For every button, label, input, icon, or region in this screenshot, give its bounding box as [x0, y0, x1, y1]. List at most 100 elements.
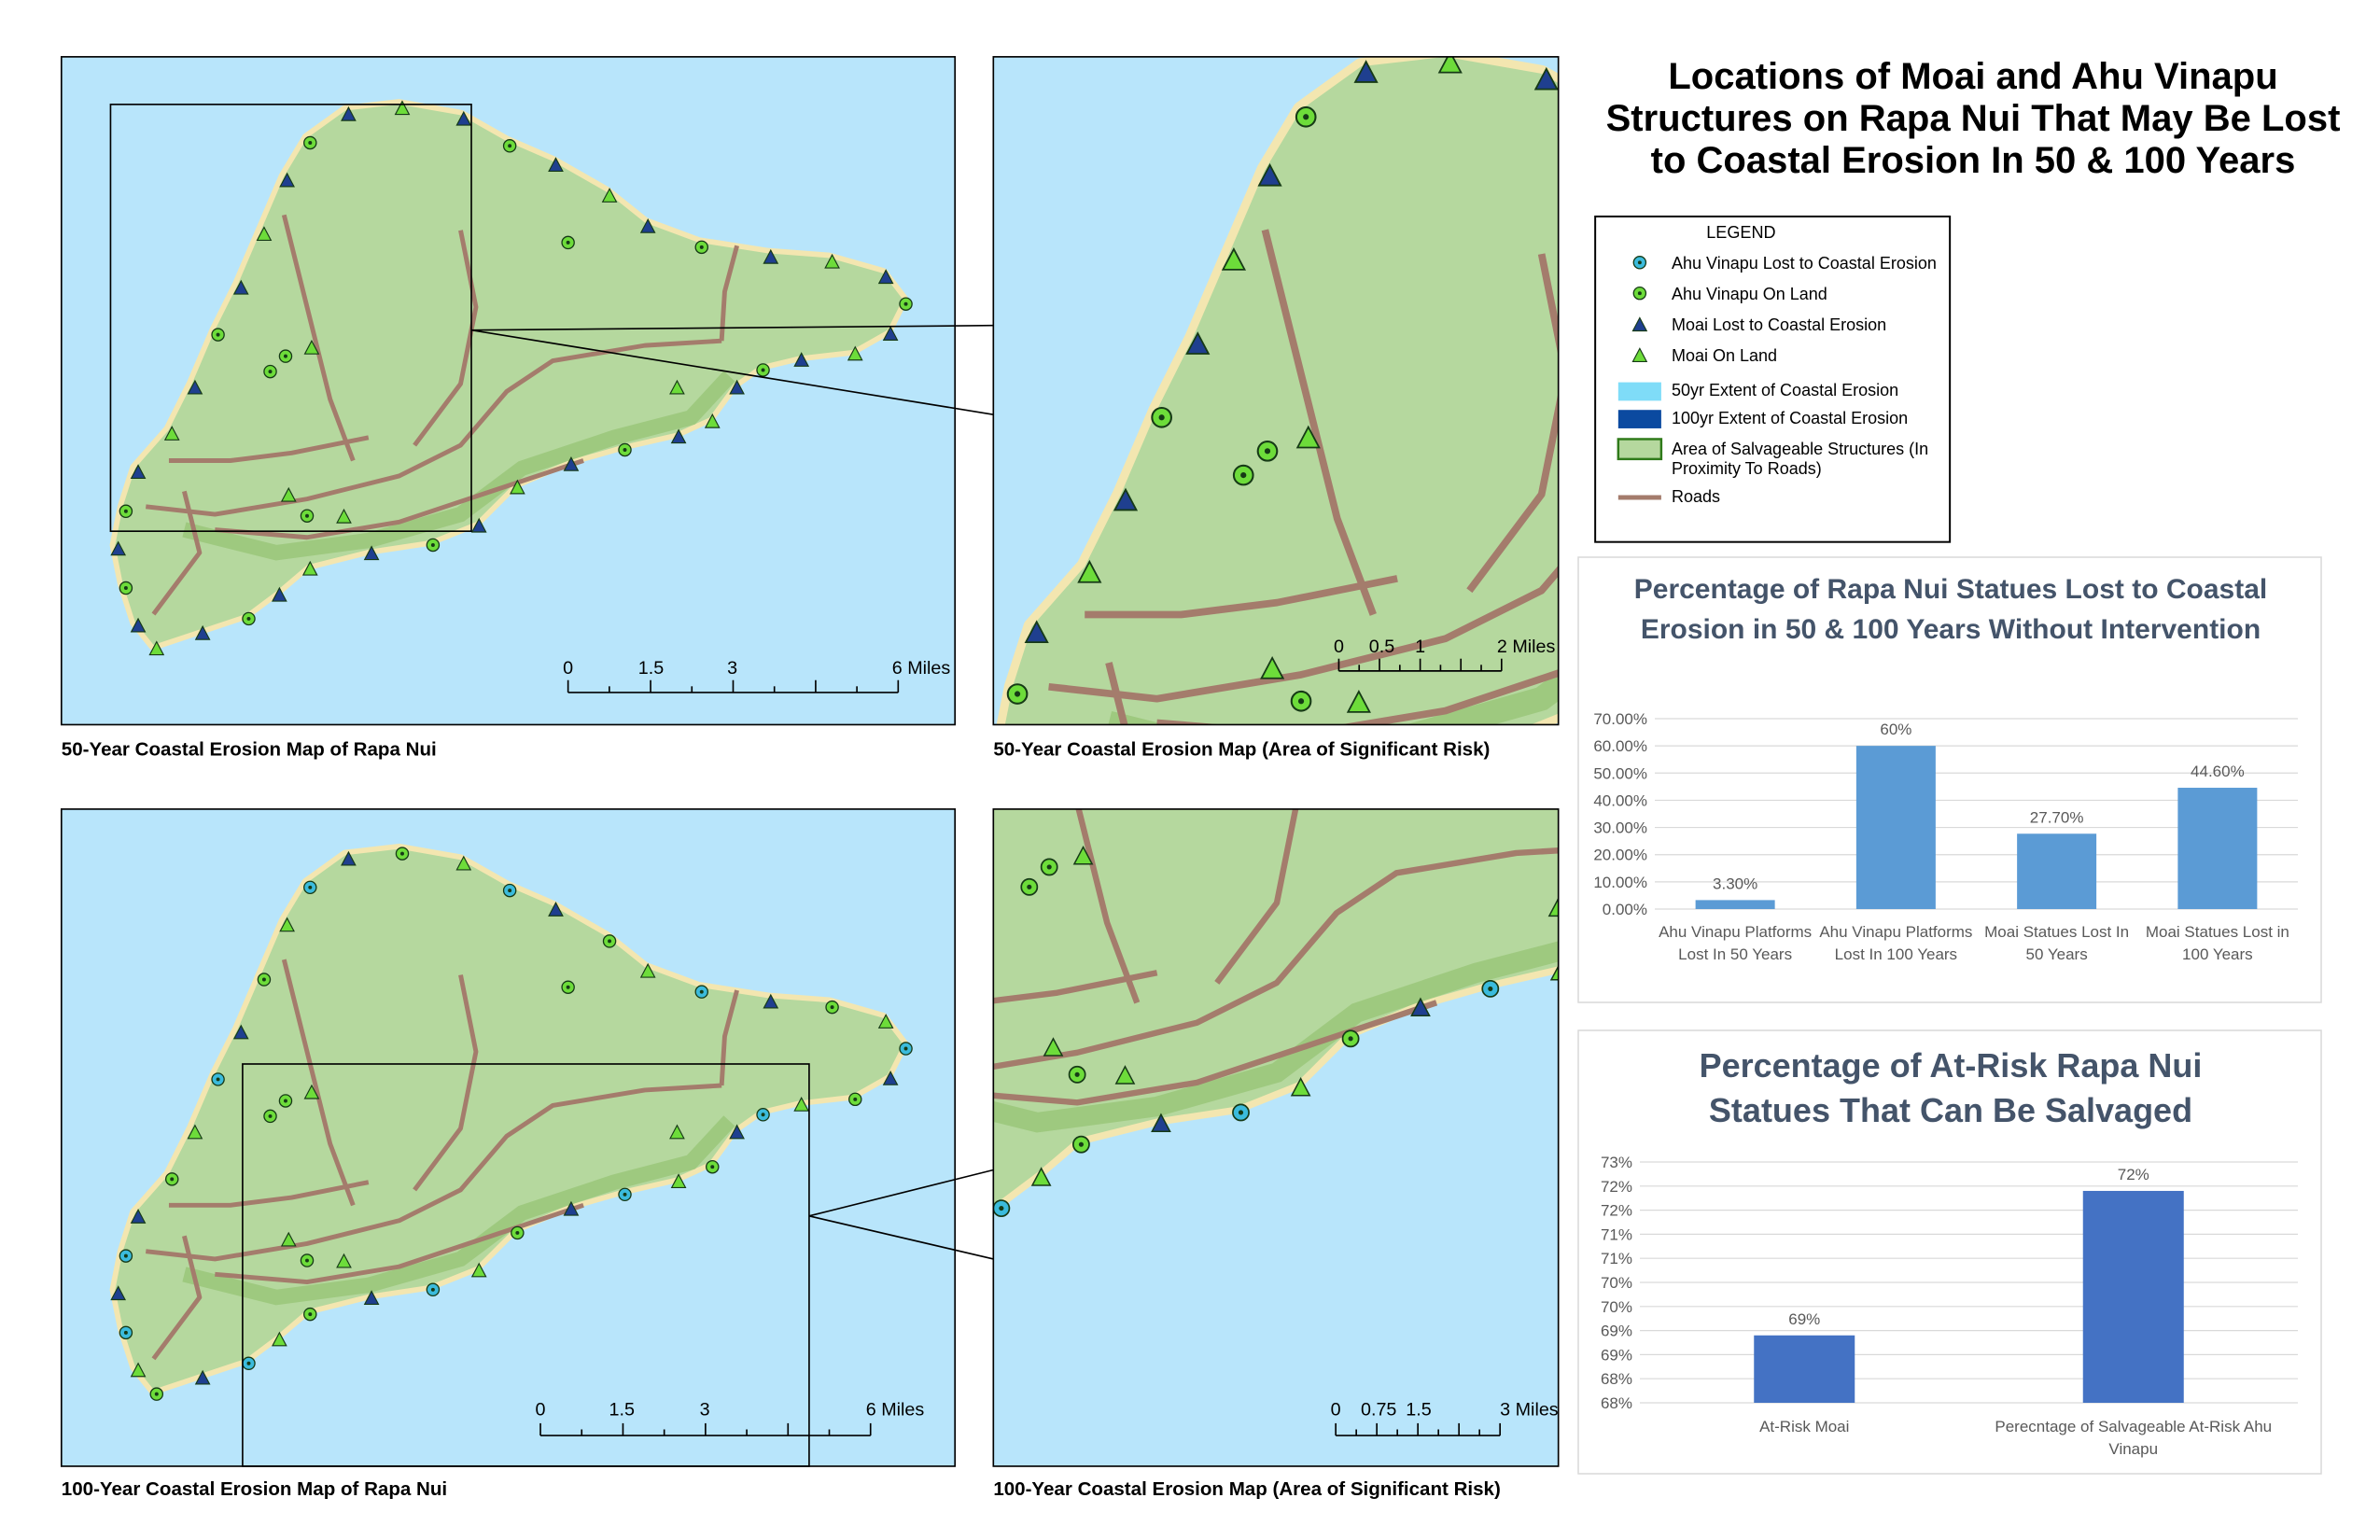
value-label: 60%: [1880, 721, 1911, 738]
ahu-marker-dot: [1240, 472, 1247, 479]
x-tick-label: Moai Statues Lost In 50 Years: [1984, 923, 2130, 963]
moai-marker: [341, 850, 357, 866]
road: [151, 490, 203, 616]
scale-label: 1: [1415, 637, 1425, 657]
moai-marker: [2065, 446, 2086, 467]
ahu-marker-dot: [608, 939, 612, 944]
moai-marker: [1151, 1113, 1171, 1133]
moai-marker: [1631, 316, 1648, 332]
ahu-marker-dot: [283, 1099, 287, 1103]
road: [168, 1180, 370, 1208]
road: [993, 1000, 1438, 1106]
moai-marker: [1353, 60, 1379, 83]
moai-marker: [1549, 964, 1559, 981]
moai-marker: [1295, 774, 1317, 794]
ahu-marker-dot: [246, 616, 251, 621]
moai-marker: [548, 902, 564, 917]
moai-marker: [187, 1124, 203, 1140]
moai-marker: [669, 379, 685, 395]
ahu-marker-dot: [566, 240, 570, 245]
scale-label: 0.75: [1361, 1400, 1396, 1421]
moai-marker: [882, 326, 899, 341]
inset-connector: [808, 1169, 994, 1217]
ahu-marker-dot: [710, 1165, 715, 1169]
moai-marker: [1290, 1077, 1311, 1097]
map-frame: [954, 808, 1559, 1466]
moai-marker: [1221, 247, 1247, 271]
y-tick-label: 69%: [1601, 1323, 1632, 1340]
ahu-marker-dot: [123, 586, 128, 591]
y-tick-label: 70%: [1601, 1298, 1632, 1316]
y-tick-label: 68%: [1601, 1370, 1632, 1388]
y-tick-label: 69%: [1601, 1346, 1632, 1364]
scale-label: 3: [700, 1400, 710, 1421]
value-label: 3.30%: [1713, 875, 1757, 892]
road: [993, 847, 1559, 1071]
ahu-marker-dot: [1495, 744, 1501, 749]
road: [215, 458, 584, 540]
chart-box: [1577, 556, 2322, 1003]
poster-title: Locations of Moai and Ahu Vinapu Structu…: [1605, 56, 2341, 181]
ahu-marker-dot: [1078, 1141, 1084, 1147]
moai-marker: [148, 640, 165, 656]
scale-label: 0: [1334, 637, 1344, 657]
moai-marker: [763, 993, 779, 1009]
legend-label: Ahu Vinapu On Land: [1672, 284, 1827, 303]
y-tick-label: 10.00%: [1593, 874, 1647, 891]
x-tick-label: Ahu Vinapu Platforms Lost In 50 Years: [1659, 923, 1813, 963]
moai-marker: [394, 100, 411, 116]
island: [954, 808, 1559, 1218]
moai-marker: [232, 279, 249, 295]
map-caption: 50-Year Coastal Erosion Map of Rapa Nui: [62, 738, 437, 760]
ahu-marker-dot: [1074, 1071, 1080, 1077]
map-border: [992, 56, 1560, 726]
moai-marker: [280, 486, 297, 502]
ahu-marker-dot: [123, 1253, 128, 1258]
road: [719, 989, 739, 1086]
moai-marker: [639, 962, 656, 978]
y-tick-label: 0.00%: [1603, 901, 1647, 918]
ahu-marker-dot: [853, 1097, 858, 1101]
moai-marker: [455, 110, 472, 126]
ahu-marker-dot: [699, 989, 704, 994]
land: [115, 848, 903, 1390]
bar: [2177, 788, 2258, 909]
ahu-marker-dot: [283, 354, 287, 358]
moai-marker: [882, 1070, 899, 1085]
moai-marker: [563, 455, 580, 471]
moai-marker: [280, 1231, 297, 1247]
ahu-marker: [954, 831, 970, 847]
ahu-marker-dot: [761, 1113, 765, 1117]
chart-box: [1577, 1029, 2322, 1475]
moai-marker: [187, 379, 203, 395]
road: [168, 435, 370, 463]
moai-marker: [2204, 405, 2225, 426]
moai-marker: [1072, 845, 1094, 865]
scale-label: 3 Miles: [1500, 1400, 1559, 1421]
chart-layer: 0.00% 10.00% 20.00% 30.00% 40.00% 50.00% 60.00…: [1577, 556, 2322, 1475]
ahu-marker-dot: [508, 144, 512, 148]
road: [1048, 565, 1559, 703]
legend-label: Roads: [1672, 486, 1721, 506]
ahu-marker-dot: [2012, 469, 2018, 475]
ahu-marker-dot: [170, 1177, 175, 1182]
road: [1214, 808, 1299, 985]
ahu-marker-dot: [308, 885, 313, 889]
moai-marker: [704, 413, 721, 428]
y-tick-label: 50.00%: [1593, 764, 1647, 782]
road: [993, 970, 1158, 1004]
bar: [2017, 833, 2097, 909]
moai-marker: [877, 269, 894, 285]
moai-marker: [110, 1285, 127, 1301]
moai-marker: [272, 1331, 287, 1347]
ahu-marker-dot: [305, 1258, 309, 1263]
ahu-marker-dot: [430, 543, 435, 547]
inset-frame: [242, 1063, 810, 1467]
land: [1004, 56, 1559, 725]
road: [1156, 669, 1559, 725]
map-border: [992, 808, 1560, 1467]
ahu-marker-dot: [1637, 260, 1642, 265]
ahu-marker-dot: [268, 370, 273, 374]
moai-marker: [130, 464, 147, 479]
